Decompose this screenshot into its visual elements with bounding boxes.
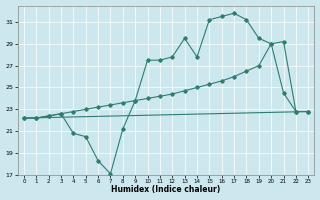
X-axis label: Humidex (Indice chaleur): Humidex (Indice chaleur) xyxy=(111,185,221,194)
